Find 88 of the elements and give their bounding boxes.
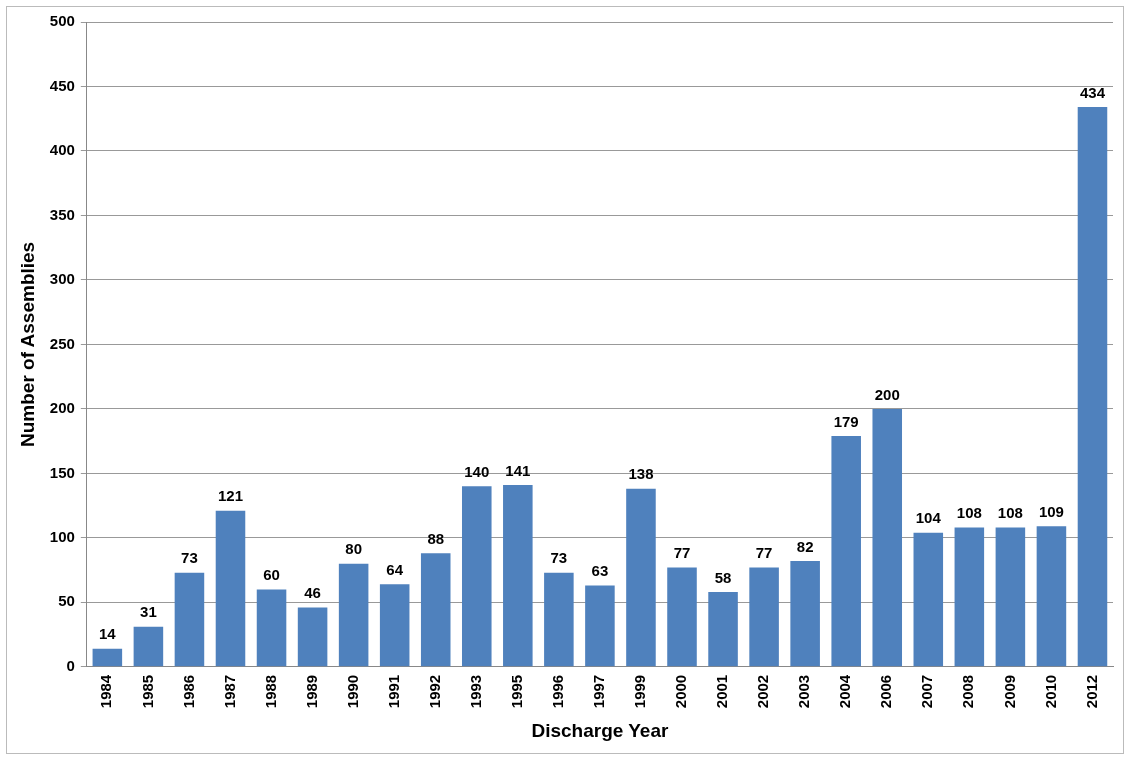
data-label: 31: [140, 603, 157, 621]
bar: [995, 527, 1026, 667]
data-label: 58: [714, 568, 732, 586]
bar: [954, 527, 985, 667]
x-tick-label: 1988: [261, 674, 279, 709]
x-tick-label: 2010: [1041, 674, 1059, 709]
y-tick-label: 350: [49, 205, 75, 223]
x-tick-label: 1997: [590, 674, 608, 709]
x-tick-label: 2012: [1082, 674, 1100, 709]
x-tick-label: 1991: [384, 674, 402, 709]
x-tick-label: 1992: [425, 674, 443, 709]
x-tick-label: 1984: [97, 674, 115, 709]
bar: [708, 592, 738, 667]
y-tick-label: 100: [49, 528, 75, 546]
data-label: 109: [1038, 502, 1064, 520]
data-label: 200: [874, 385, 900, 403]
y-tick-label: 150: [49, 463, 75, 481]
bar: [585, 585, 615, 667]
bar: [256, 589, 287, 667]
y-tick-label: 0: [66, 656, 75, 674]
data-label: 64: [386, 560, 404, 578]
data-label: 63: [591, 562, 609, 580]
bar: [503, 484, 533, 667]
x-tick-label: 2004: [836, 674, 854, 709]
bar: [92, 648, 123, 667]
bar: [1036, 526, 1067, 667]
data-label: 77: [673, 544, 691, 562]
data-label: 80: [345, 540, 362, 558]
bar: [790, 561, 820, 667]
bar: [1077, 107, 1108, 667]
y-tick-label: 450: [49, 76, 75, 94]
x-axis-title: Discharge Year: [531, 719, 669, 741]
bar: [544, 572, 574, 667]
x-tick-label: 1987: [220, 674, 238, 709]
x-tick-label: 1989: [302, 674, 320, 709]
data-label: 60: [263, 566, 280, 584]
data-label: 138: [628, 465, 654, 483]
data-label: 14: [99, 625, 117, 643]
bar: [749, 567, 779, 667]
bar: [913, 532, 944, 667]
data-label: 73: [550, 549, 568, 567]
bar: [420, 553, 451, 667]
y-axis-title: Number of Assemblies: [16, 241, 38, 448]
bar: [831, 435, 861, 667]
x-tick-label: 1995: [507, 674, 525, 709]
y-tick-label: 400: [49, 141, 75, 159]
data-label: 121: [217, 487, 244, 505]
x-tick-label: 2006: [877, 674, 895, 709]
x-tick-label: 1996: [549, 674, 567, 709]
data-label: 108: [956, 504, 982, 522]
data-label: 73: [181, 549, 198, 567]
bar: [462, 486, 492, 667]
data-label: 141: [505, 461, 531, 479]
bar: [667, 567, 697, 667]
y-tick-label: 500: [49, 12, 75, 30]
data-label: 82: [796, 537, 814, 555]
bar: [379, 584, 410, 667]
bar: [174, 572, 205, 667]
x-tick-label: 2007: [918, 674, 936, 709]
x-tick-label: 2001: [713, 674, 731, 709]
x-tick-label: 1990: [343, 674, 361, 709]
data-label: 88: [427, 529, 445, 547]
bar: [297, 607, 328, 667]
data-label: 140: [464, 462, 490, 480]
y-tick-label: 200: [49, 399, 75, 417]
data-label: 434: [1079, 83, 1106, 101]
x-tick-label: 1985: [138, 674, 156, 709]
bar: [338, 563, 369, 667]
bar: [133, 626, 164, 667]
data-label: 77: [755, 544, 773, 562]
x-tick-label: 2003: [795, 674, 813, 709]
bar: [215, 510, 246, 667]
x-tick-label: 1986: [179, 674, 197, 709]
x-tick-label: 2002: [754, 674, 772, 709]
data-label: 108: [997, 504, 1023, 522]
y-tick-label: 50: [58, 592, 75, 610]
x-tick-label: 2009: [1000, 674, 1018, 709]
x-tick-label: 1993: [466, 674, 484, 709]
data-label: 179: [833, 412, 859, 430]
x-tick-label: 1999: [631, 674, 649, 709]
x-tick-label: 2008: [959, 674, 977, 709]
data-label: 46: [304, 584, 321, 602]
bar: [872, 408, 903, 667]
x-tick-label: 2000: [672, 674, 690, 709]
y-tick-label: 250: [49, 334, 75, 352]
y-tick-label: 300: [49, 270, 75, 288]
bar: [626, 488, 656, 667]
data-label: 104: [915, 509, 942, 527]
